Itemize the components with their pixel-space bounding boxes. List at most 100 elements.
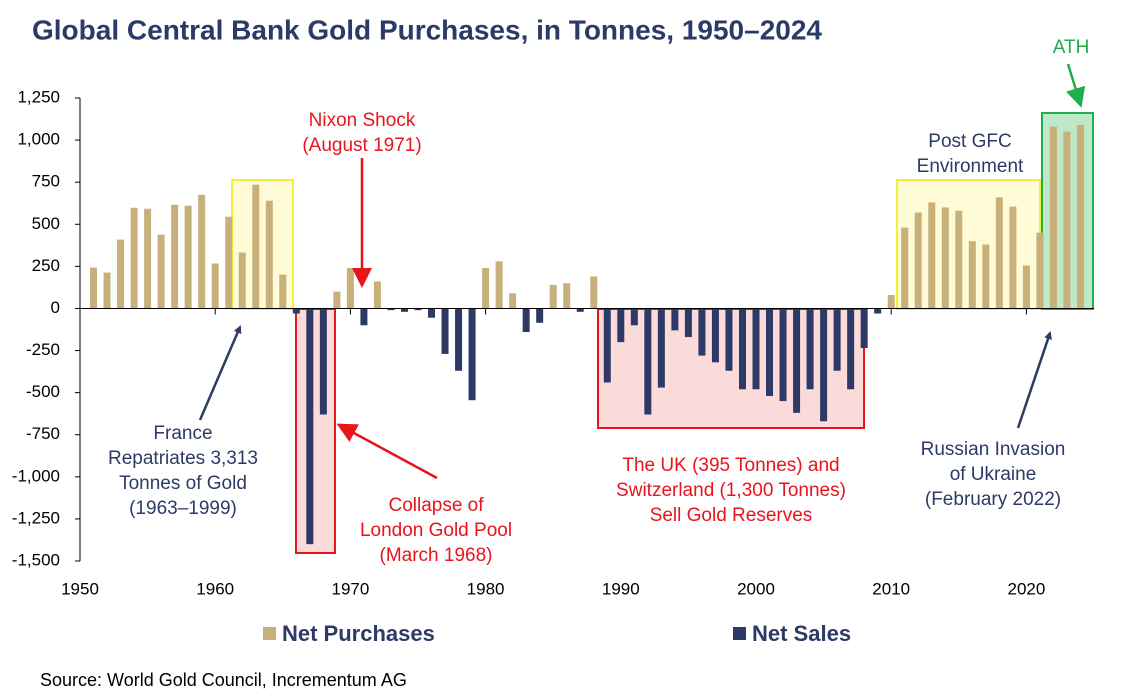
bar xyxy=(563,283,571,309)
bar xyxy=(117,239,125,309)
annotation: (February 2022) xyxy=(925,489,1061,510)
bar xyxy=(698,308,706,356)
bar xyxy=(833,308,841,371)
annotation: Switzerland (1,300 Tonnes) xyxy=(616,480,846,501)
annotation: Collapse of xyxy=(388,495,484,516)
annotation: (August 1971) xyxy=(302,135,421,156)
annotation: The UK (395 Tonnes) and xyxy=(622,455,839,476)
arrow xyxy=(1066,63,1086,108)
annotation: France xyxy=(153,423,212,444)
bar xyxy=(536,308,544,323)
bar xyxy=(441,308,449,354)
bar xyxy=(968,241,976,309)
y-tick-label: -750 xyxy=(26,424,60,443)
bar xyxy=(955,210,963,309)
bar xyxy=(657,308,665,388)
bar xyxy=(279,274,287,309)
bar xyxy=(238,252,246,309)
bar xyxy=(184,205,192,309)
highlight-box xyxy=(295,308,336,554)
annotation: (March 1968) xyxy=(380,545,493,566)
bar xyxy=(1063,131,1071,309)
bar xyxy=(495,261,503,309)
bar xyxy=(360,308,368,326)
arrow xyxy=(198,325,242,421)
y-tick-label: -250 xyxy=(26,340,60,359)
bar xyxy=(198,194,206,309)
bar xyxy=(860,308,868,349)
y-tick-label: 1,250 xyxy=(17,87,60,106)
y-tick-label: 1,000 xyxy=(17,130,60,149)
bar xyxy=(806,308,814,390)
bar xyxy=(820,308,828,422)
annotations: Nixon Shock (August 1971) Post GFC Environm… xyxy=(108,37,1089,566)
bar xyxy=(144,208,152,309)
arrow xyxy=(1016,331,1052,429)
y-tick-label: -1,250 xyxy=(12,508,60,527)
legend-label: Net Purchases xyxy=(282,621,435,646)
bar xyxy=(617,308,625,343)
bar xyxy=(1022,265,1030,309)
bar xyxy=(292,308,300,314)
x-tick-label: 1980 xyxy=(467,579,505,598)
legend-swatch xyxy=(263,627,276,640)
bar xyxy=(468,308,476,401)
bar xyxy=(171,204,179,309)
y-tick-label: 750 xyxy=(32,172,60,191)
bar xyxy=(847,308,855,390)
annotation: Nixon Shock xyxy=(309,110,416,131)
annotation: (1963–1999) xyxy=(129,498,237,519)
annotation: Repatriates 3,313 xyxy=(108,448,258,469)
bar xyxy=(576,308,584,312)
annotation: Russian Invasion xyxy=(921,439,1066,460)
bar xyxy=(711,308,719,363)
bar xyxy=(725,308,733,371)
bar xyxy=(914,212,922,309)
bar xyxy=(509,293,517,309)
bar xyxy=(738,308,746,390)
x-tick-label: 2010 xyxy=(872,579,910,598)
x-tick-label: 1950 xyxy=(61,579,99,598)
bar xyxy=(752,308,760,390)
bar xyxy=(1049,126,1057,309)
bar xyxy=(766,308,774,397)
bar xyxy=(319,308,327,415)
annotation: Environment xyxy=(917,156,1024,177)
bar xyxy=(333,291,341,309)
bar xyxy=(130,207,138,309)
y-tick-label: -500 xyxy=(26,382,60,401)
y-tick-label: -1,500 xyxy=(12,550,60,569)
x-tick-label: 1960 xyxy=(196,579,234,598)
bar xyxy=(941,207,949,309)
bar xyxy=(428,308,436,318)
bar xyxy=(793,308,801,413)
bar xyxy=(644,308,652,415)
bar xyxy=(874,308,882,314)
y-tick-label: 0 xyxy=(51,298,60,317)
bar xyxy=(982,244,990,309)
bar xyxy=(590,276,598,309)
bar xyxy=(455,308,463,371)
bar xyxy=(779,308,787,402)
annotation: Sell Gold Reserves xyxy=(650,505,813,526)
bar xyxy=(252,184,260,309)
bar xyxy=(157,234,165,309)
plot: -1,500 -1,250 -1,000 -750 -500 -250 0 250 500 750… xyxy=(12,87,1094,598)
bar xyxy=(265,200,273,309)
bar xyxy=(346,268,354,309)
bar xyxy=(684,308,692,338)
annotation: London Gold Pool xyxy=(360,520,512,541)
bar xyxy=(630,308,638,326)
annotation: of Ukraine xyxy=(950,464,1037,485)
bar xyxy=(995,197,1003,309)
y-tick-label: 500 xyxy=(32,214,60,233)
bar xyxy=(671,308,679,331)
x-tick-label: 2020 xyxy=(1007,579,1045,598)
legend-label: Net Sales xyxy=(752,621,851,646)
bar xyxy=(1009,206,1017,309)
bar xyxy=(90,267,98,309)
legend-swatch xyxy=(733,627,746,640)
bar xyxy=(522,308,530,333)
x-tick-label: 1970 xyxy=(331,579,369,598)
